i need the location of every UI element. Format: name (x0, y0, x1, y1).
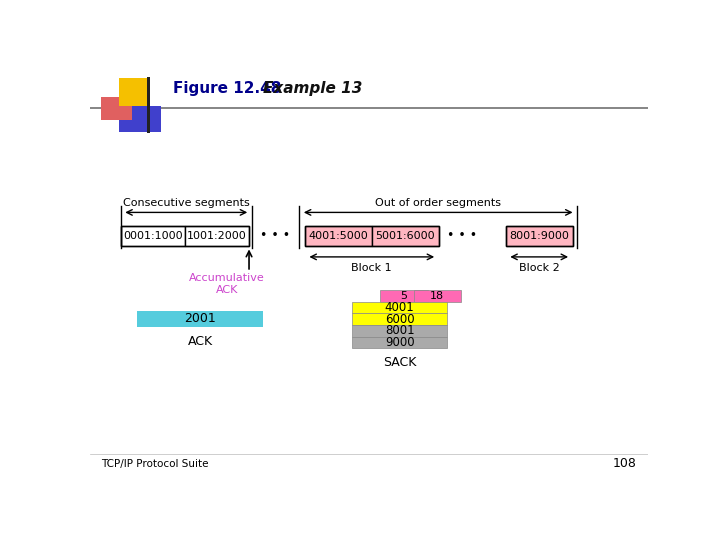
Text: 8001: 8001 (385, 325, 415, 338)
Bar (119, 106, 161, 132)
Text: Block 2: Block 2 (519, 263, 559, 273)
Text: 4001:5000: 4001:5000 (308, 231, 368, 241)
Text: ACK: ACK (188, 335, 213, 348)
Text: SACK: SACK (383, 356, 416, 369)
Bar (305, 226, 372, 246)
Text: 6000: 6000 (385, 313, 415, 326)
Text: 0001:1000: 0001:1000 (123, 231, 183, 241)
Text: 1001:2000: 1001:2000 (187, 231, 247, 241)
Bar (372, 226, 438, 246)
Bar (352, 337, 447, 348)
Bar (380, 290, 428, 302)
Bar (305, 226, 438, 246)
Text: 18: 18 (431, 291, 444, 301)
Text: • • •: • • • (260, 229, 290, 242)
Text: Out of order segments: Out of order segments (375, 198, 501, 208)
Bar (138, 311, 263, 327)
Text: 8001:9000: 8001:9000 (509, 231, 569, 241)
Bar (121, 226, 249, 246)
Text: Accumulative
ACK: Accumulative ACK (189, 273, 264, 295)
Text: Example 13: Example 13 (263, 82, 362, 97)
Bar (352, 325, 447, 337)
Bar (505, 226, 572, 246)
Text: 5001:6000: 5001:6000 (375, 231, 435, 241)
Text: • • •: • • • (446, 229, 477, 242)
Bar (148, 77, 150, 133)
Bar (121, 226, 185, 246)
Text: TCP/IP Protocol Suite: TCP/IP Protocol Suite (101, 459, 209, 469)
Bar (505, 226, 572, 246)
Text: 5: 5 (400, 291, 408, 301)
Bar (413, 290, 461, 302)
Bar (352, 313, 447, 325)
Text: 4001: 4001 (384, 301, 415, 314)
Bar (90, 107, 648, 109)
Bar (185, 226, 249, 246)
Text: Figure 12.48: Figure 12.48 (173, 82, 281, 97)
Bar (119, 78, 148, 106)
Text: Consecutive segments: Consecutive segments (122, 198, 249, 208)
Text: Block 1: Block 1 (351, 263, 392, 273)
Text: 2001: 2001 (184, 312, 216, 326)
Text: 9000: 9000 (385, 336, 415, 349)
Bar (101, 97, 132, 120)
Bar (352, 302, 447, 313)
Text: 108: 108 (613, 457, 637, 470)
